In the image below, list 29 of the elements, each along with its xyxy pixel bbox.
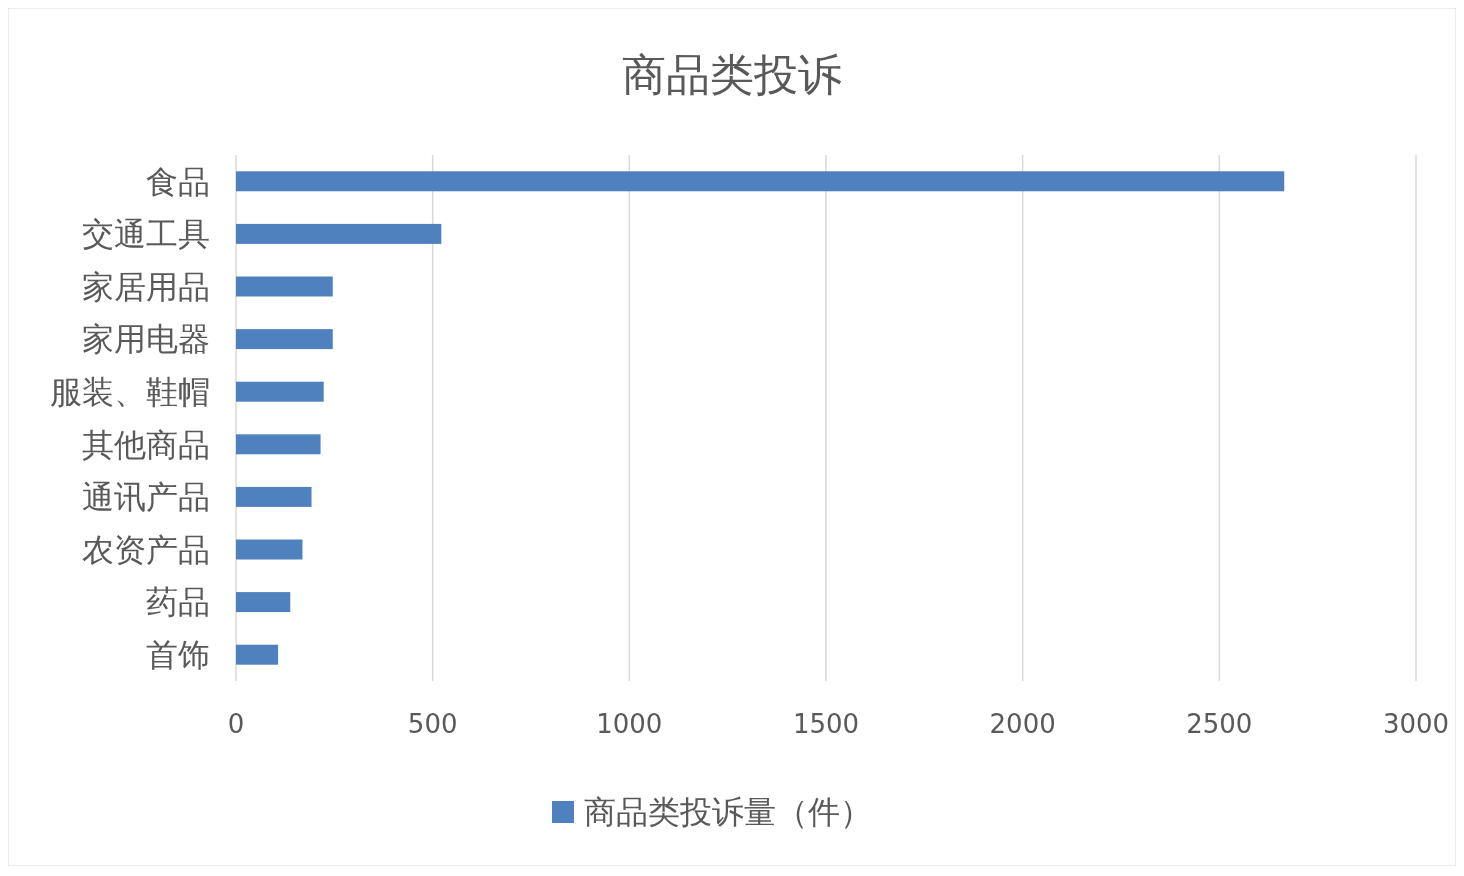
- x-tick-label: 2500: [1186, 709, 1253, 739]
- x-tick-label: 0: [227, 709, 245, 739]
- bar: [236, 276, 333, 297]
- x-tick-label: 1000: [596, 709, 663, 739]
- bar: [236, 223, 442, 244]
- y-tick-label: 其他商品: [82, 425, 210, 464]
- y-tick-label: 首饰: [146, 635, 210, 674]
- x-tick-label: 1500: [792, 709, 860, 739]
- bar: [236, 486, 312, 507]
- x-tick-label: 3000: [1382, 709, 1450, 739]
- x-tick-label: 2000: [989, 709, 1056, 739]
- y-tick-label: 食品: [146, 162, 210, 201]
- chart-title: 商品类投诉: [622, 49, 842, 100]
- legend-label: 商品类投诉量（件）: [584, 793, 872, 832]
- y-tick-label: 服装、鞋帽: [50, 372, 210, 411]
- bar: [236, 171, 1285, 192]
- bar: [236, 434, 321, 455]
- y-tick-label: 农资产品: [82, 530, 210, 569]
- bar: [236, 644, 279, 665]
- bar: [236, 539, 303, 560]
- x-tick-label: 500: [407, 709, 458, 739]
- y-tick-label: 药品: [146, 583, 210, 622]
- bar: [236, 381, 324, 402]
- y-tick-label: 家居用品: [82, 267, 210, 306]
- y-tick-label: 家用电器: [82, 320, 210, 359]
- bar: [236, 592, 291, 613]
- y-tick-label: 交通工具: [82, 215, 210, 254]
- bar: [236, 329, 333, 350]
- y-tick-label: 通讯产品: [82, 478, 210, 517]
